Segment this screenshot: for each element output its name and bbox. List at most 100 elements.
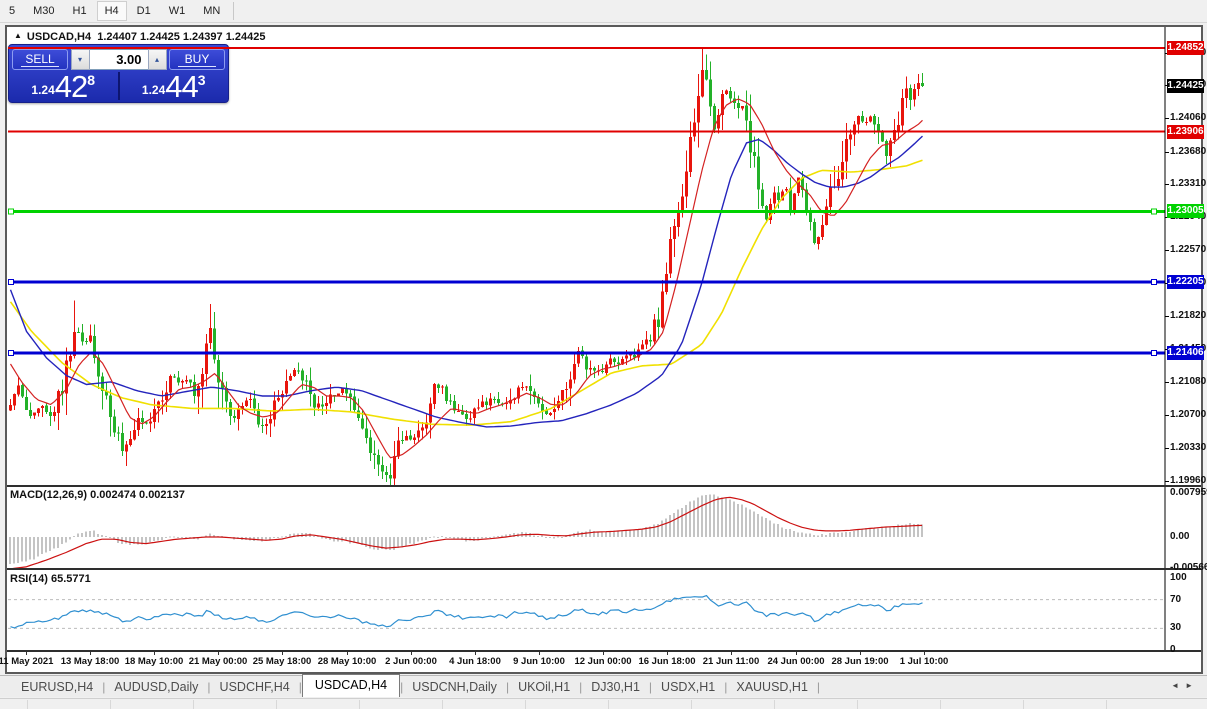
price-axis-label-1.19960: 1.19960 xyxy=(1170,474,1207,486)
time-axis-label: 25 May 18:00 xyxy=(252,656,312,667)
timeframe-button-h4[interactable]: H4 xyxy=(96,1,127,21)
time-tick-mark xyxy=(154,652,155,655)
tab-separator: | xyxy=(648,679,653,694)
chart-window[interactable]: ▲ USDCAD,H4 1.24407 1.24425 1.24397 1.244… xyxy=(0,25,1207,674)
axis-tick-mark xyxy=(1165,249,1169,251)
chart-tab-eurusd-h4[interactable]: EURUSD,H4 xyxy=(21,679,94,694)
main-chart-canvas[interactable] xyxy=(7,27,1201,485)
panel-divider-rsi[interactable] xyxy=(7,568,1201,570)
sell-price-sup: 8 xyxy=(87,72,96,88)
time-axis-label: 2 Jun 00:00 xyxy=(385,656,437,667)
chart-title-ohlc: 1.24407 1.24425 1.24397 1.24425 xyxy=(97,31,266,43)
tab-separator: | xyxy=(724,679,728,694)
chart-tab-ukoil-h1[interactable]: UKOil,H1 xyxy=(518,679,571,694)
time-axis-label: 24 Jun 00:00 xyxy=(767,656,825,667)
price-axis-label-1.21080: 1.21080 xyxy=(1170,375,1207,387)
macd-panel-canvas[interactable] xyxy=(7,487,1201,568)
chart-tab-usdx-h1[interactable]: USDX,H1 xyxy=(661,679,716,694)
time-axis-label: 28 May 10:00 xyxy=(317,656,377,667)
tab-scroll-right-icon[interactable]: ► xyxy=(1185,681,1199,690)
level-price-badge-1.22205: 1.22205 xyxy=(1167,275,1204,290)
timeframe-button-h1[interactable]: H1 xyxy=(72,5,87,17)
axis-tick-mark xyxy=(1165,151,1169,153)
time-axis[interactable]: 11 May 2021 13 May 18:00 18 May 10:00 21 Ma… xyxy=(0,652,1201,672)
status-separator xyxy=(193,700,194,709)
tab-separator: | xyxy=(400,679,404,694)
macd-indicator-label: MACD(12,26,9) 0.002474 0.002137 xyxy=(10,489,185,501)
time-axis-label: 9 Jun 10:00 xyxy=(513,656,565,667)
time-axis-label: 21 Jun 11:00 xyxy=(702,656,760,667)
chart-title-symbol: USDCAD,H4 xyxy=(26,31,92,43)
collapse-triangle-icon[interactable]: ▲ xyxy=(14,31,22,40)
chart-title: ▲ USDCAD,H4 1.24407 1.24425 1.24397 1.244… xyxy=(14,31,265,43)
status-separator xyxy=(857,700,858,709)
macd-axis-label-0.007959: 0.007959 xyxy=(1170,487,1207,498)
time-tick-mark xyxy=(539,652,540,655)
chart-tab-usdchf-h4[interactable]: USDCHF,H4 xyxy=(219,679,290,694)
tab-separator: | xyxy=(298,679,302,694)
time-tick-mark xyxy=(475,652,476,655)
time-axis-label: 1 Jul 10:00 xyxy=(899,656,949,667)
rsi-line xyxy=(10,594,923,629)
panel-divider-macd[interactable] xyxy=(7,485,1201,487)
axis-tick-mark xyxy=(1165,480,1169,482)
level-price-badge-1.24852: 1.24852 xyxy=(1167,41,1204,55)
buy-price-display: 1.24 44 3 xyxy=(120,69,229,104)
chart-tab-usdcad-h4[interactable]: USDCAD,H4 xyxy=(301,674,401,697)
time-tick-mark xyxy=(347,652,348,655)
price-axis-label-1.20700: 1.20700 xyxy=(1170,409,1207,421)
timeframe-button-d1[interactable]: D1 xyxy=(136,5,151,17)
time-axis-label: 4 Jun 18:00 xyxy=(449,656,501,667)
volume-increase-button[interactable]: ▴ xyxy=(147,48,167,70)
rsi-panel-canvas[interactable] xyxy=(7,570,1201,650)
buy-price-sup: 3 xyxy=(197,72,206,88)
sell-underline xyxy=(21,65,59,67)
time-axis-label: 12 Jun 00:00 xyxy=(574,656,632,667)
price-axis-label-1.22570: 1.22570 xyxy=(1170,243,1207,255)
horizontal-level-lines[interactable] xyxy=(8,47,1165,356)
price-axis-label-1.20330: 1.20330 xyxy=(1170,442,1207,454)
volume-input[interactable] xyxy=(89,48,148,70)
status-separator xyxy=(359,700,360,709)
chart-tab-usdcnh-daily[interactable]: USDCNH,Daily xyxy=(412,679,497,694)
sell-price-small: 1.24 xyxy=(31,83,55,97)
chart-tab-dj30-h1[interactable]: DJ30,H1 xyxy=(591,679,640,694)
status-separator xyxy=(608,700,609,709)
timeframe-button-m30[interactable]: M30 xyxy=(33,5,55,17)
timeframe-button-5[interactable]: 5 xyxy=(9,5,16,17)
timeframe-button-w1[interactable]: W1 xyxy=(168,5,186,17)
buy-price-big: 44 xyxy=(165,69,198,104)
timeframe-button-mn[interactable]: MN xyxy=(203,5,221,17)
sell-price-display: 1.24 42 8 xyxy=(9,71,118,102)
time-tick-mark xyxy=(218,652,219,655)
time-tick-mark xyxy=(90,652,91,655)
tab-scroll-arrows[interactable]: ◄► xyxy=(1171,681,1199,690)
rsi-axis-label-30: 30 xyxy=(1170,622,1182,634)
price-axis-label-1.21820: 1.21820 xyxy=(1170,310,1207,322)
time-tick-mark xyxy=(603,652,604,655)
buy-button[interactable]: BUY xyxy=(169,48,225,70)
chart-tab-bar: EURUSD,H4 | AUDUSD,Daily | USDCHF,H4 | USDCAD,… xyxy=(0,674,1207,697)
time-axis-label: 13 May 18:00 xyxy=(60,656,120,667)
timeframe-toolbar: 5 M30 H1 H4 D1 W1 MN xyxy=(0,0,1207,23)
chart-tab-xauusd-h1[interactable]: XAUUSD,H1 xyxy=(736,679,808,694)
rsi-axis-label-100: 100 xyxy=(1170,572,1187,583)
buy-price-small: 1.24 xyxy=(141,83,166,97)
candlestick-series xyxy=(9,48,924,485)
price-axis-label-1.24060: 1.24060 xyxy=(1170,112,1207,124)
status-separator xyxy=(691,700,692,709)
tab-separator: | xyxy=(505,679,510,694)
sell-button-label: SELL xyxy=(25,51,55,66)
chart-tab-audusd-daily[interactable]: AUDUSD,Daily xyxy=(114,679,199,694)
status-separator xyxy=(940,700,941,709)
time-tick-mark xyxy=(796,652,797,655)
macd-axis-label-0.00: 0.00 xyxy=(1170,531,1190,542)
status-separator xyxy=(27,700,28,709)
tab-scroll-left-icon[interactable]: ◄ xyxy=(1171,681,1186,690)
time-tick-mark xyxy=(411,652,412,655)
rsi-axis-label-0: 0 xyxy=(1170,644,1176,655)
status-separator xyxy=(525,700,526,709)
tab-separator: | xyxy=(579,679,583,694)
status-separator xyxy=(442,700,443,709)
toolbar-separator xyxy=(233,2,235,20)
